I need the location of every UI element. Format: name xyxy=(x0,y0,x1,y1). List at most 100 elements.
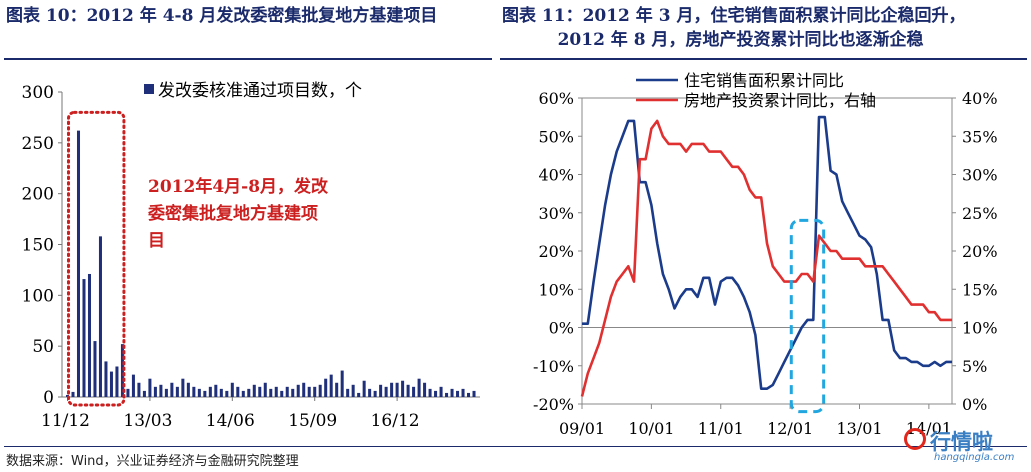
bar xyxy=(153,386,157,397)
legend-label-bar: 发改委核准通过项目数，个 xyxy=(158,81,362,101)
right-y-tick-label: 0% xyxy=(962,395,987,414)
right-y-tick-label: 35% xyxy=(962,127,998,146)
bar xyxy=(203,390,207,397)
bar xyxy=(434,390,438,397)
left-y-tick-label: 30% xyxy=(538,204,574,223)
bar xyxy=(175,386,179,397)
bar xyxy=(137,382,141,397)
x-tick-label: 13/01 xyxy=(836,419,882,438)
legend-label-line: 房地产投资累计同比，右轴 xyxy=(684,91,876,110)
right-title-line2: 2012 年 8 月，房地产投资累计同比也逐渐企稳 xyxy=(557,30,924,50)
bar xyxy=(241,390,245,397)
right-title-line1: 图表 11：2012 年 3 月，住宅销售面积累计同比企稳回升， xyxy=(502,6,966,26)
bar xyxy=(164,388,168,397)
bar xyxy=(335,382,339,397)
bar xyxy=(428,388,432,397)
y-tick-label: 200 xyxy=(22,185,54,205)
y-tick-label: 0 xyxy=(43,388,54,408)
bar xyxy=(263,382,267,397)
bar xyxy=(82,279,86,397)
x-tick-label: 10/01 xyxy=(628,419,674,438)
bar xyxy=(225,390,229,397)
bar xyxy=(197,388,201,397)
bar xyxy=(115,366,119,397)
right-y-tick-label: 15% xyxy=(962,280,998,299)
bar xyxy=(417,378,421,397)
bar-chart-axes xyxy=(58,91,480,401)
series-line-realestate-investment xyxy=(580,119,952,397)
left-y-tick-label: 40% xyxy=(538,166,574,185)
bar xyxy=(93,341,97,397)
bar xyxy=(362,380,366,397)
y-tick-label: 150 xyxy=(22,236,54,256)
bar xyxy=(384,386,388,397)
left-y-tick-label: 20% xyxy=(538,242,574,261)
sales-investment-line-chart: -20% -10% 0% 10% 20% 30% 40% 50% 60% 0% 5% 10% 15% 20… xyxy=(500,62,1031,440)
watermark-logo: 行情啦 hangqingla.com xyxy=(900,424,1028,470)
bar xyxy=(406,384,410,397)
right-title-rule xyxy=(500,58,1027,60)
left-y-tick-label: 0% xyxy=(549,319,574,338)
bar xyxy=(439,386,443,397)
bar xyxy=(296,384,300,397)
legend-swatch-bar xyxy=(144,84,154,94)
legend-label-line: 住宅销售面积累计同比 xyxy=(684,71,844,90)
right-chart-title: 图表 11：2012 年 3 月，住宅销售面积累计同比企稳回升， 2012 年 … xyxy=(502,4,965,52)
left-y-tick-label: 60% xyxy=(538,89,574,108)
bar xyxy=(472,390,476,397)
bar xyxy=(285,386,289,397)
bar xyxy=(318,384,322,397)
annotation-line: 委密集批复地方基建项 xyxy=(147,203,318,224)
right-y-tick-label: 5% xyxy=(962,357,987,376)
left-title-rule xyxy=(4,58,492,60)
x-tick-label: 16/12 xyxy=(371,411,420,431)
bar xyxy=(313,386,317,397)
bar xyxy=(274,386,278,397)
bar xyxy=(87,273,91,397)
bar-series xyxy=(66,130,476,397)
bar xyxy=(104,361,108,397)
bar xyxy=(467,392,471,397)
bar xyxy=(450,388,454,397)
bar xyxy=(280,390,284,397)
left-chart-title: 图表 10：2012 年 4-8 月发改委密集批复地方基建项目 xyxy=(6,6,438,26)
x-tick-label: 14/06 xyxy=(206,411,255,431)
bar xyxy=(230,382,234,397)
right-y-tick-label: 40% xyxy=(962,89,998,108)
bar xyxy=(351,384,355,397)
bar xyxy=(247,388,251,397)
bar xyxy=(214,384,218,397)
bar xyxy=(126,388,130,397)
bar xyxy=(307,386,311,397)
highlight-box-dotted xyxy=(66,110,126,407)
bar-chart-legend: 发改委核准通过项目数，个 xyxy=(144,81,362,101)
bar-chart-tick-labels: 0 50 100 150 200 250 300 11/12 13/03 14/06 15/09 16… xyxy=(22,83,420,431)
right-y-tick-label: 25% xyxy=(962,204,998,223)
line-chart-svg: -20% -10% 0% 10% 20% 30% 40% 50% 60% 0% 5% 10% 15% 20… xyxy=(533,71,998,438)
bar xyxy=(373,390,377,397)
left-y-tick-label: 50% xyxy=(538,127,574,146)
bar xyxy=(291,388,295,397)
bar xyxy=(324,378,328,397)
x-tick-label: 11/01 xyxy=(698,419,744,438)
bar-chart-svg: 0 50 100 150 200 250 300 11/12 13/03 14/06 15/09 16… xyxy=(22,81,480,431)
bar xyxy=(159,384,163,397)
right-y-tick-label: 30% xyxy=(962,166,998,185)
bar xyxy=(456,390,460,397)
bar xyxy=(340,370,344,397)
bar xyxy=(148,378,152,397)
y-tick-label: 100 xyxy=(22,286,54,306)
bar-chart-annotation: 2012年4月-8月，发改委密集批复地方基建项目 xyxy=(66,110,329,407)
bar xyxy=(98,236,102,397)
bar xyxy=(219,388,223,397)
bar xyxy=(142,390,146,397)
bar xyxy=(390,382,394,397)
x-tick-label: 13/03 xyxy=(123,411,172,431)
x-tick-label: 11/12 xyxy=(41,411,90,431)
bar xyxy=(170,382,174,397)
left-y-tick-label: -10% xyxy=(533,357,574,376)
plot-frame xyxy=(581,97,953,405)
source-rule xyxy=(4,446,1027,447)
data-source-note: 数据来源：Wind，兴业证券经济与金融研究院整理 xyxy=(6,454,299,469)
